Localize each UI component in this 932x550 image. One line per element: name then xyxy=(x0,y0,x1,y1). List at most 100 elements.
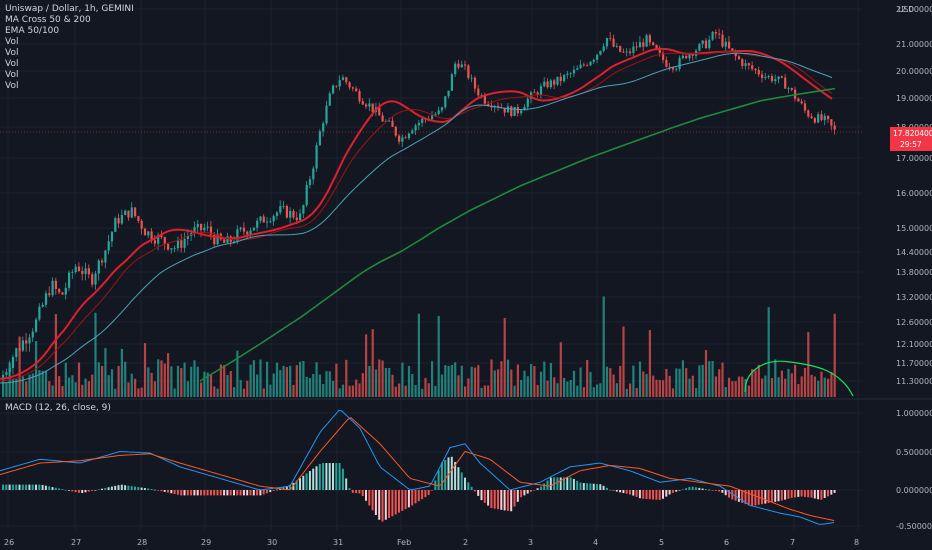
candle-body xyxy=(239,227,242,230)
volume-bar xyxy=(586,359,589,397)
macd-histogram-bar xyxy=(431,490,433,491)
macd-histogram-bar xyxy=(81,490,84,493)
macd-histogram-bar xyxy=(464,477,466,490)
volume-bar xyxy=(665,368,668,397)
legend-vol-2[interactable]: Vol xyxy=(5,48,19,58)
volume-bar xyxy=(216,388,219,397)
macd-histogram-bar xyxy=(5,484,8,490)
candle-body xyxy=(21,340,24,351)
volume-bar xyxy=(206,372,209,397)
macd-histogram-bar xyxy=(256,490,259,496)
time-tick-label: 27 xyxy=(71,538,81,547)
candle-body xyxy=(289,210,292,218)
volume-bar xyxy=(708,361,711,397)
macd-legend[interactable]: MACD (12, 26, close, 9) xyxy=(5,403,111,413)
volume-bar xyxy=(800,376,803,397)
macd-histogram-bar xyxy=(252,490,255,496)
macd-tick-label: 0.500000 xyxy=(896,448,932,457)
volume-bar xyxy=(345,359,348,397)
macd-histogram-bar xyxy=(94,490,97,491)
volume-bar xyxy=(556,383,559,397)
volume-bar xyxy=(209,375,213,397)
price-tick-label: 13.200000 xyxy=(896,293,932,302)
legend-ema[interactable]: EMA 50/100 xyxy=(5,26,60,36)
macd-histogram-bar xyxy=(295,480,298,490)
time-tick-label: 7 xyxy=(790,538,795,547)
candle-body xyxy=(632,46,635,53)
volume-bar xyxy=(434,385,437,397)
candle-body xyxy=(120,214,123,224)
volume-bar xyxy=(437,316,440,397)
candle-body xyxy=(335,85,338,87)
macd-line xyxy=(0,409,835,525)
volume-bar xyxy=(563,377,566,397)
volume-bar xyxy=(823,377,826,397)
macd-histogram-bar xyxy=(708,489,711,491)
legend-vol-5[interactable]: Vol xyxy=(5,81,19,91)
volume-bar xyxy=(223,364,226,397)
candle-body xyxy=(553,80,556,85)
macd-histogram-bar xyxy=(440,462,443,490)
volume-bar xyxy=(803,367,807,397)
volume-bar xyxy=(681,360,684,397)
macd-histogram-bar xyxy=(612,490,615,491)
volume-bar xyxy=(81,384,84,397)
macd-histogram-bar xyxy=(183,490,186,496)
volume-bar xyxy=(28,374,31,397)
macd-histogram-bar xyxy=(678,490,681,491)
candle-body xyxy=(813,118,816,123)
candle-body xyxy=(114,218,117,232)
volume-bar xyxy=(724,387,727,397)
volume-bar xyxy=(546,380,549,397)
volume-bar xyxy=(371,329,374,397)
volume-bar xyxy=(596,384,599,397)
volume-bar xyxy=(421,388,424,397)
candle-body xyxy=(101,260,104,263)
legend-vol-1[interactable]: Vol xyxy=(5,37,19,47)
volume-bar xyxy=(820,371,823,397)
candle-body xyxy=(817,114,820,123)
macd-histogram-bar xyxy=(549,477,552,490)
macd-histogram-bar xyxy=(820,490,823,500)
candle-body xyxy=(635,46,638,48)
volume-bar xyxy=(500,361,503,397)
macd-histogram-bar xyxy=(216,490,219,496)
volume-bar xyxy=(368,366,371,397)
macd-histogram-bar xyxy=(239,490,242,496)
volume-bar xyxy=(325,371,328,397)
macd-histogram-bar xyxy=(332,463,334,490)
candle-body xyxy=(368,103,371,107)
volume-bar xyxy=(483,385,486,397)
macd-histogram-bar xyxy=(704,489,707,490)
candle-body xyxy=(704,40,708,49)
legend-vol-4[interactable]: Vol xyxy=(5,70,19,80)
macd-histogram-bar xyxy=(289,484,292,490)
candle-body xyxy=(780,76,783,78)
time-tick-label: 26 xyxy=(4,538,14,547)
candle-body xyxy=(398,135,401,142)
volume-bar xyxy=(533,365,536,397)
candle-body xyxy=(216,233,219,245)
legend-vol-3[interactable]: Vol xyxy=(5,59,19,69)
macd-histogram-bar xyxy=(285,486,288,490)
macd-histogram-bar xyxy=(490,490,493,509)
volume-bar xyxy=(226,375,229,397)
candle-body xyxy=(266,221,269,223)
candle-body xyxy=(823,115,826,121)
volume-bar xyxy=(71,375,74,397)
candle-body xyxy=(774,79,777,82)
price-badge-bg xyxy=(890,127,932,151)
macd-histogram-bar xyxy=(328,463,331,490)
macd-histogram-bar xyxy=(596,483,598,490)
candle-body xyxy=(44,293,48,305)
macd-histogram-bar xyxy=(272,490,275,491)
macd-histogram-bar xyxy=(592,483,595,490)
legend-ma-cross[interactable]: MA Cross 50 & 200 xyxy=(5,15,91,25)
volume-bar xyxy=(559,342,562,397)
candle-body xyxy=(170,248,173,250)
macd-histogram-bar xyxy=(536,488,539,490)
candle-body xyxy=(714,32,717,34)
macd-histogram-bar xyxy=(582,483,585,490)
volume-bar xyxy=(440,374,444,397)
